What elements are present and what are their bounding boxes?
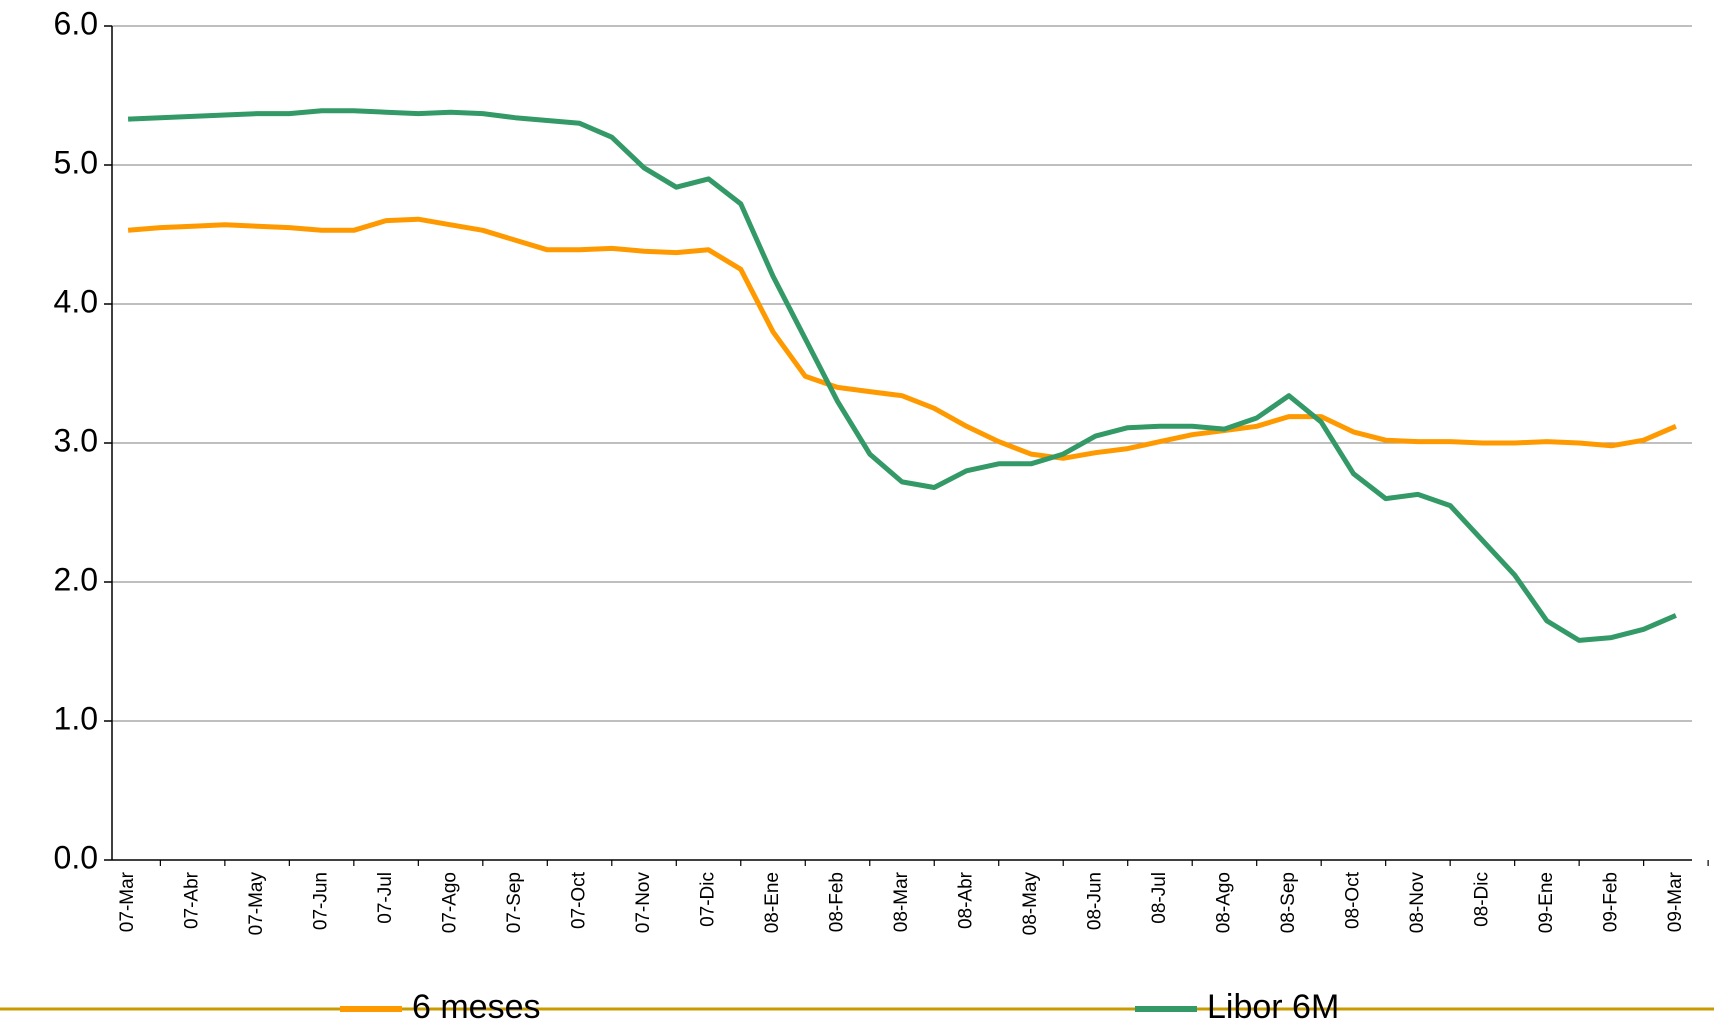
x-tick-label: 08-Abr <box>956 871 977 929</box>
x-tick-label: 07-Sep <box>504 872 525 933</box>
x-tick-label: 08-Mar <box>891 871 912 932</box>
y-tick-label: 1.0 <box>54 700 98 736</box>
series-line <box>127 108 1677 643</box>
x-tick-label: 07-Nov <box>633 872 654 934</box>
x-tick-label: 08-Ago <box>1213 872 1234 933</box>
x-tick-label: 07-Dic <box>698 872 719 927</box>
x-tick-label: 08-Sep <box>1278 872 1299 933</box>
y-tick-label: 6.0 <box>54 5 98 41</box>
y-tick-label: 4.0 <box>54 283 98 319</box>
x-tick-label: 08-Jun <box>1084 872 1105 930</box>
x-tick-label: 08-Oct <box>1342 871 1363 929</box>
y-tick-label: 5.0 <box>54 144 98 180</box>
x-tick-label: 08-Feb <box>827 872 848 932</box>
y-tick-label: 2.0 <box>54 561 98 597</box>
x-tick-label: 07-Jun <box>311 872 332 930</box>
x-tick-label: 08-Ene <box>762 872 783 933</box>
x-tick-label: 09-Feb <box>1600 872 1621 932</box>
x-tick-label: 07-Jul <box>375 872 396 924</box>
y-tick-label: 3.0 <box>54 422 98 458</box>
x-tick-label: 09-Mar <box>1665 871 1686 932</box>
x-tick-label: 07-Abr <box>182 871 203 929</box>
legend-label: Libor 6M <box>1207 988 1339 1026</box>
x-tick-label: 08-May <box>1020 872 1041 936</box>
series-line <box>127 216 1677 461</box>
x-tick-label: 08-Nov <box>1407 872 1428 934</box>
x-tick-label: 09-Ene <box>1536 872 1557 933</box>
x-tick-label: 08-Dic <box>1471 872 1492 927</box>
x-tick-label: 07-May <box>246 872 267 936</box>
x-tick-label: 08-Jul <box>1149 872 1170 924</box>
y-tick-label: 0.0 <box>54 839 98 875</box>
x-tick-label: 07-Oct <box>569 871 590 929</box>
legend-label: 6 meses <box>412 988 541 1026</box>
x-tick-label: 07-Mar <box>117 871 138 932</box>
x-tick-label: 07-Ago <box>440 872 461 933</box>
